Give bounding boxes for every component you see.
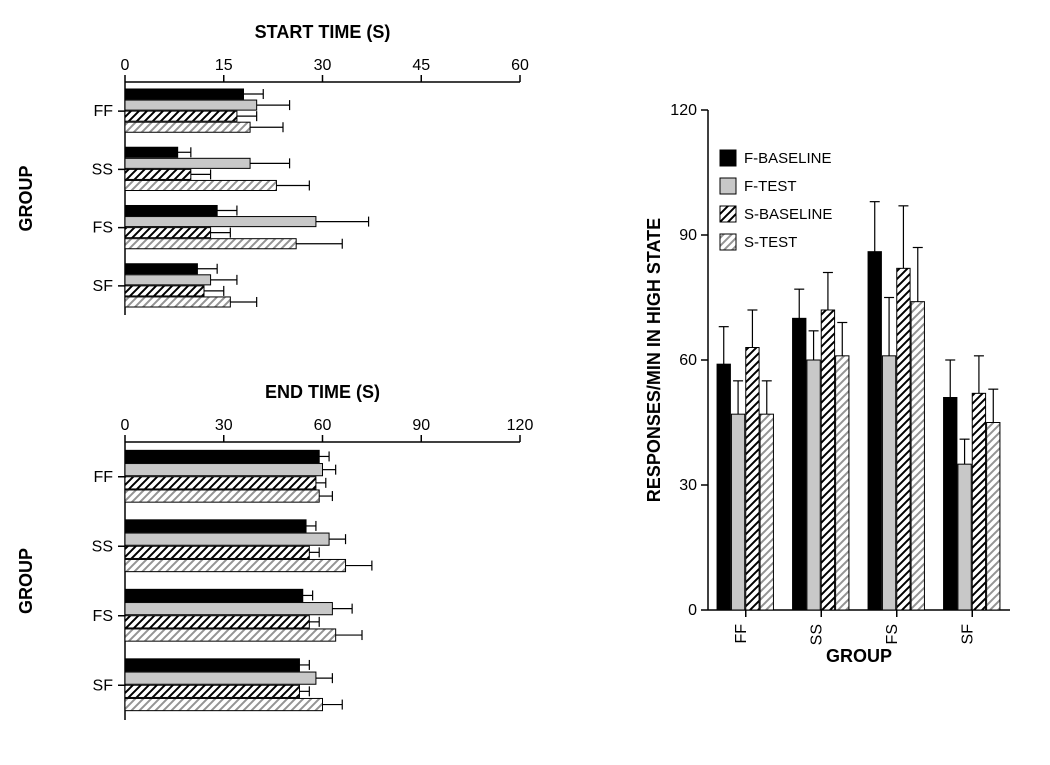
legend-swatch [720, 178, 736, 194]
bar [125, 239, 296, 249]
bar [125, 122, 250, 132]
bar [125, 520, 306, 532]
legend-swatch [720, 206, 736, 222]
y-axis-label: RESPONSES/MIN IN HIGH STATE [644, 218, 664, 502]
bar [125, 286, 204, 296]
bar [125, 158, 250, 168]
bar [125, 546, 309, 558]
chart-title: START TIME (S) [255, 22, 391, 42]
bar [125, 672, 316, 684]
category-label: SF [93, 677, 114, 694]
bar [125, 217, 316, 227]
bar [125, 629, 336, 641]
legend-swatch [720, 150, 736, 166]
y-tick-label: 0 [688, 602, 697, 619]
bar [125, 603, 332, 615]
legend-label: S-BASELINE [744, 206, 832, 223]
bar [987, 423, 1000, 611]
bar [125, 477, 316, 489]
bar [125, 228, 211, 238]
category-label: SF [959, 624, 976, 645]
y-tick-label: 120 [670, 102, 697, 119]
bar [868, 252, 881, 610]
x-tick-label: 60 [314, 417, 332, 434]
bar [125, 659, 299, 671]
y-tick-label: 60 [679, 352, 697, 369]
bar [125, 685, 299, 697]
bar [746, 348, 759, 611]
x-tick-label: 0 [121, 57, 130, 74]
category-label: FF [93, 469, 113, 486]
bar [125, 111, 237, 121]
x-tick-label: 30 [215, 417, 233, 434]
legend-label: S-TEST [744, 234, 797, 251]
bar [821, 310, 834, 610]
category-label: SS [92, 538, 113, 555]
bar [125, 275, 211, 285]
bar [125, 169, 191, 179]
y-tick-label: 90 [679, 227, 697, 244]
bar [125, 264, 197, 274]
bar [717, 364, 730, 610]
x-tick-label: 90 [412, 417, 430, 434]
category-label: SF [93, 278, 114, 295]
bar [897, 268, 910, 610]
bar [125, 297, 230, 307]
chart-start-time: START TIME (S)015304560GROUPFFSSFSSF [70, 60, 530, 325]
legend-label: F-BASELINE [744, 150, 832, 167]
category-label: SS [808, 624, 825, 645]
bar [125, 490, 319, 502]
bar [972, 393, 985, 610]
bar [807, 360, 820, 610]
bar [882, 356, 895, 610]
bar [125, 464, 323, 476]
category-label: FS [93, 608, 113, 625]
x-tick-label: 0 [121, 417, 130, 434]
chart-end-time: END TIME (S)0306090120GROUPFFSSFSSF [70, 420, 530, 730]
bar [836, 356, 849, 610]
y-axis-label: GROUP [16, 165, 36, 231]
bar [125, 698, 323, 710]
x-axis-label: GROUP [826, 646, 892, 666]
bar [125, 450, 319, 462]
x-tick-label: 30 [314, 57, 332, 74]
x-tick-label: 15 [215, 57, 233, 74]
category-label: SS [92, 161, 113, 178]
category-label: FS [93, 220, 113, 237]
bar [125, 205, 217, 215]
x-tick-label: 60 [511, 57, 529, 74]
bar [125, 180, 276, 190]
chart-title: END TIME (S) [265, 382, 380, 402]
bar [793, 318, 806, 610]
bar [125, 147, 178, 157]
legend: F-BASELINE F-TEST S-BASELINE S-TEST [720, 150, 940, 277]
x-tick-label: 120 [507, 417, 534, 434]
bar [125, 589, 303, 601]
y-tick-label: 30 [679, 477, 697, 494]
bar [125, 616, 309, 628]
bar [125, 533, 329, 545]
bar [760, 414, 773, 610]
y-axis-label: GROUP [16, 548, 36, 614]
bar [911, 302, 924, 610]
x-tick-label: 45 [412, 57, 430, 74]
bar [125, 559, 346, 571]
bar [944, 398, 957, 611]
bar [731, 414, 744, 610]
category-label: FS [884, 624, 901, 644]
legend-swatch [720, 234, 736, 250]
category-label: FF [93, 103, 113, 120]
category-label: FF [733, 624, 750, 644]
legend-label: F-TEST [744, 178, 797, 195]
bar [125, 100, 257, 110]
bar [958, 464, 971, 610]
bar [125, 89, 244, 99]
